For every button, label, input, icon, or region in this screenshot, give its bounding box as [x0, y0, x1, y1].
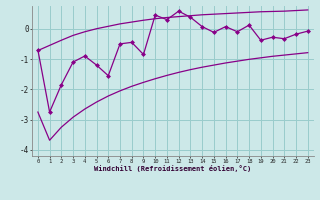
X-axis label: Windchill (Refroidissement éolien,°C): Windchill (Refroidissement éolien,°C) [94, 165, 252, 172]
